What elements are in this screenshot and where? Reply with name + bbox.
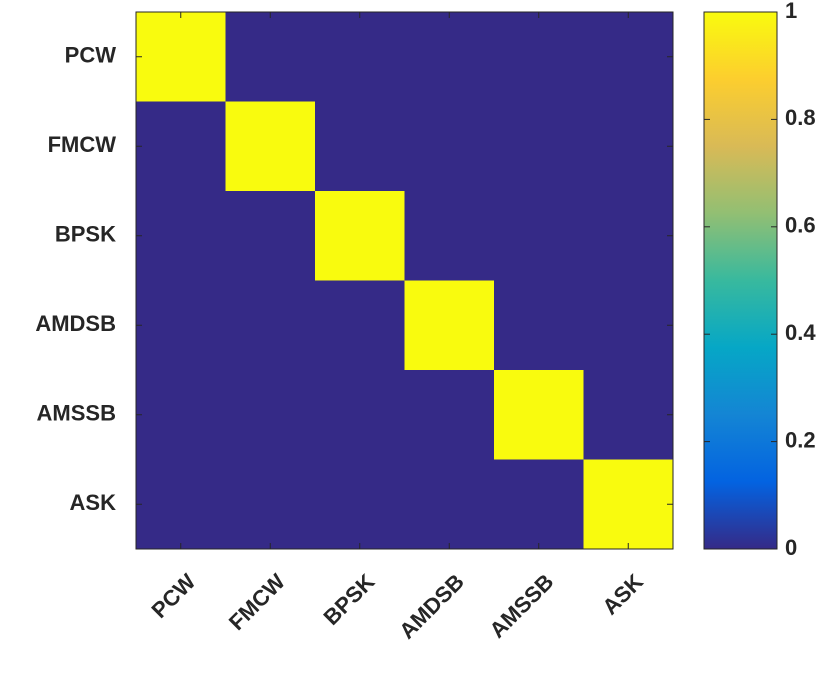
heatmap-cell [583,459,674,550]
heatmap-cell [583,370,674,460]
heatmap-cell [136,12,226,102]
heatmap-cell [404,280,495,371]
heatmap-cell [494,459,584,550]
heatmap-cell [583,280,674,371]
heatmap-cell [583,101,674,192]
heatmap-cell [136,370,226,460]
heatmap-cell [404,191,495,281]
colorbar-tick-label: 0.2 [785,427,816,452]
heatmap-cell [225,101,316,192]
heatmap-cell [494,101,584,192]
heatmap-cell [583,191,674,281]
heatmap-cell [315,370,405,460]
heatmap-cell [494,12,584,102]
heatmap-cell [315,191,405,281]
heatmap-cell [136,191,226,281]
heatmap-cell [315,12,405,102]
heatmap-cell [225,12,316,102]
heatmap-cell [225,370,316,460]
colorbar [703,11,778,550]
x-tick-label: FMCW [224,569,290,635]
x-tick-label: ASK [597,569,648,620]
plot-frame [135,11,674,550]
x-tick-label: AMDSB [394,569,469,644]
heatmap-cell [136,101,226,192]
y-tick-label: PCW [65,43,117,68]
heatmap-cell [315,101,405,192]
heatmap-cell [404,12,495,102]
heatmap-cell [315,459,405,550]
heatmap-cell [225,191,316,281]
y-tick-label: AMDSB [35,311,116,336]
heatmap-cell [583,12,674,102]
heatmap-cell [404,101,495,192]
heatmap-cell [494,370,584,460]
heatmap-cell [494,191,584,281]
heatmap-cell [225,459,316,550]
heatmap-cell [136,280,226,371]
x-tick-label: PCW [146,569,200,623]
heatmap-cell [404,370,495,460]
x-tick-label: BPSK [318,569,379,630]
y-tick-label: AMSSB [37,401,116,426]
y-tick-label: ASK [70,490,117,515]
colorbar-tick-label: 0 [785,535,797,560]
heatmap-cell [136,459,226,550]
colorbar-tick-label: 1 [785,0,797,23]
colorbar-tick-label: 0.4 [785,320,816,345]
colorbar-tick-label: 0.6 [785,213,816,238]
heatmap-cell [404,459,495,550]
colorbar-tick-label: 0.8 [785,105,816,130]
heatmap-cell [494,280,584,371]
heatmap-cell [315,280,405,371]
y-tick-label: BPSK [55,222,116,247]
heatmap-cell [225,280,316,371]
x-tick-label: AMSSB [485,569,559,643]
y-tick-label: FMCW [48,132,117,157]
